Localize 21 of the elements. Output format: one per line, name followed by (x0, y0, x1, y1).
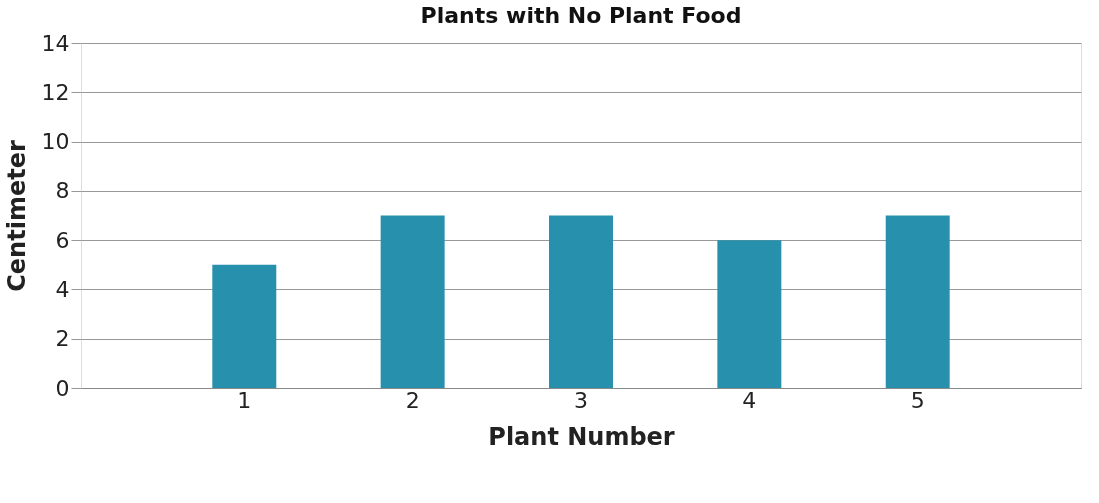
y-tick-label: 6 (55, 227, 70, 253)
bar (885, 215, 950, 388)
y-tick-label: 8 (55, 178, 70, 204)
bar (380, 215, 445, 388)
y-tick-label: 2 (55, 326, 70, 352)
x-tick-label: 4 (742, 387, 757, 413)
y-axis-title: Centimeter (2, 140, 31, 292)
y-tick-label: 4 (55, 276, 70, 302)
bar (212, 264, 277, 388)
chart-title: Plants with No Plant Food (420, 3, 742, 28)
x-tick-label: 5 (910, 387, 925, 413)
y-tick-label: 0 (55, 375, 70, 401)
x-tick-label: 2 (405, 387, 420, 413)
x-axis-title: Plant Number (488, 422, 675, 451)
x-tick-label: 1 (237, 387, 252, 413)
bar (549, 215, 613, 388)
y-tick-label: 14 (41, 30, 70, 56)
y-tick-label: 10 (41, 129, 70, 155)
bar (717, 240, 782, 388)
y-tick-label: 12 (41, 79, 70, 105)
x-tick-label: 3 (574, 387, 588, 413)
